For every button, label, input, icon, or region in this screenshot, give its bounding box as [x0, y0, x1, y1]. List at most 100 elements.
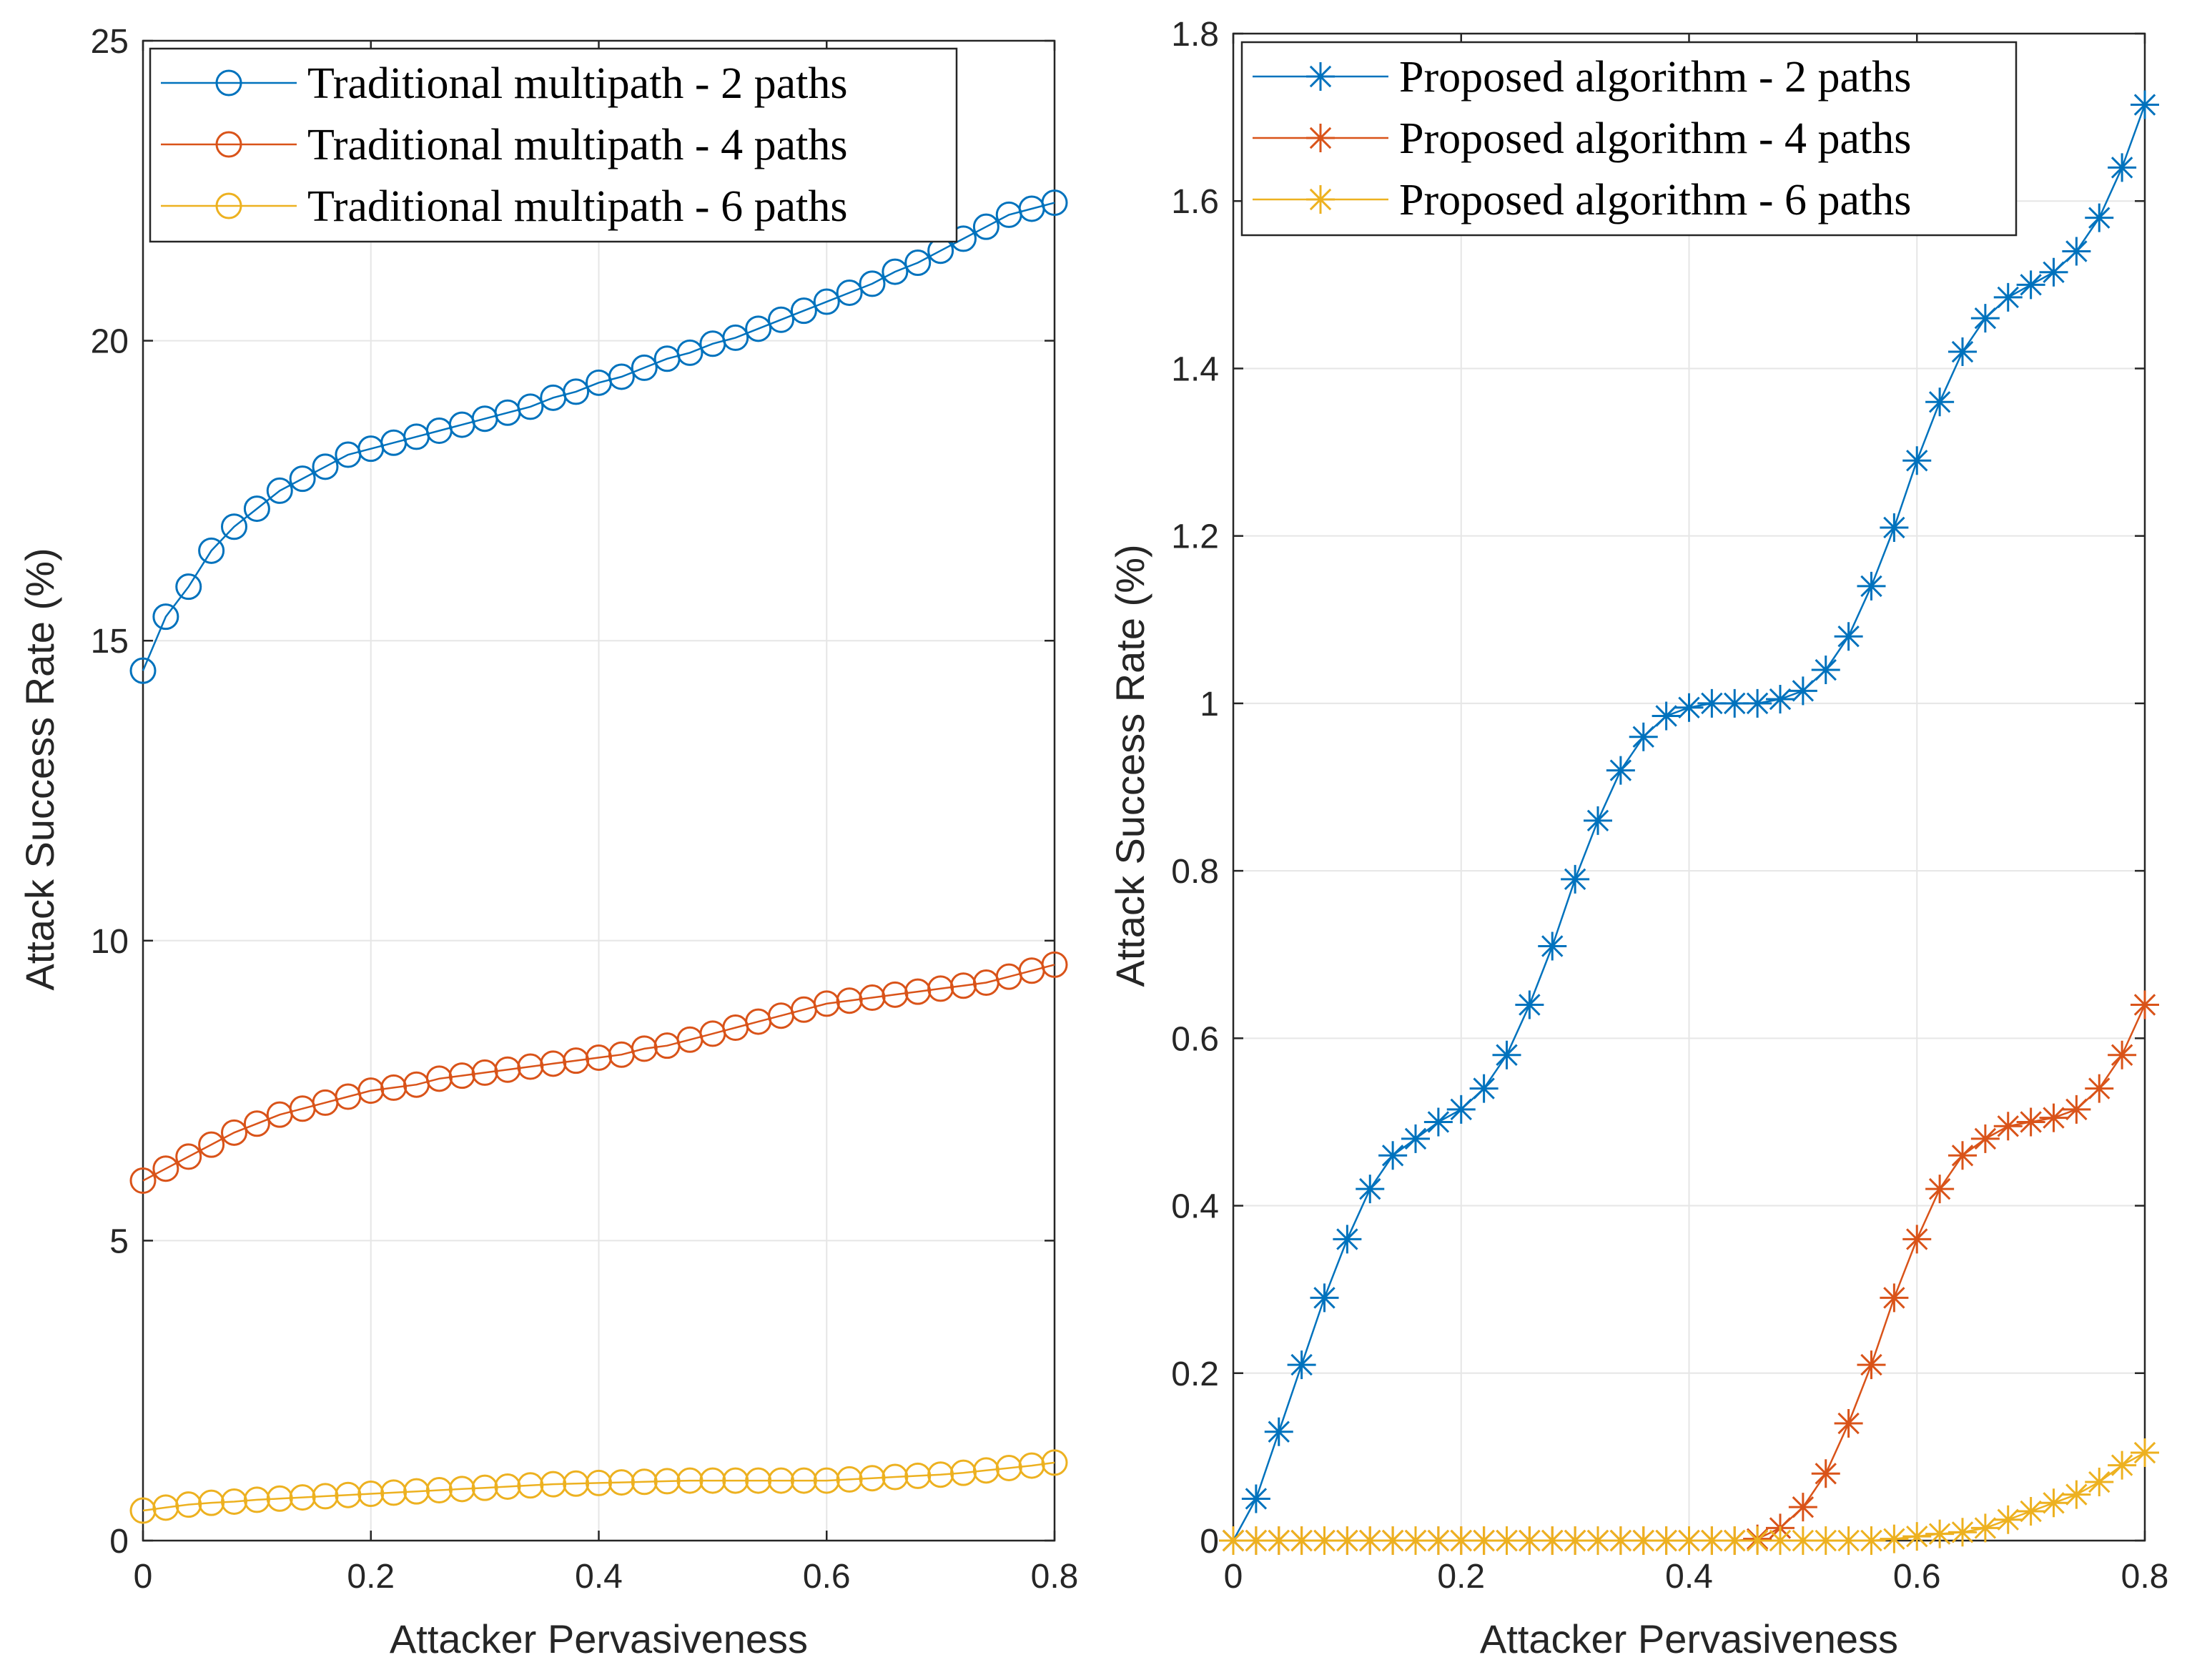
- data-point: [927, 1461, 954, 1488]
- x-tick-label: 0.4: [575, 1558, 623, 1596]
- data-point: [1902, 446, 1932, 475]
- data-point: [790, 297, 817, 325]
- data-point: [1041, 189, 1068, 217]
- data-point: [927, 975, 954, 1002]
- data-point: [1697, 1526, 1727, 1555]
- data-point: [1333, 1526, 1362, 1555]
- legend-entry: Proposed algorithm - 6 paths: [1399, 176, 1911, 224]
- data-point: [2016, 1107, 2045, 1137]
- series-1: [1219, 90, 2159, 1555]
- series-3: [1219, 1438, 2159, 1555]
- data-point: [859, 984, 886, 1012]
- data-point: [904, 978, 932, 1005]
- data-point: [289, 465, 316, 493]
- data-point: [745, 315, 772, 342]
- data-point: [1561, 1526, 1590, 1555]
- data-point: [198, 1489, 225, 1516]
- data-point: [129, 1497, 157, 1524]
- data-point: [1561, 864, 1590, 894]
- data-point: [1788, 676, 1817, 706]
- data-point: [266, 1485, 293, 1512]
- legend: Proposed algorithm - 2 paths Proposed alg…: [1240, 41, 2018, 237]
- data-point: [2039, 1103, 2068, 1132]
- data-point: [152, 603, 179, 631]
- data-point: [1788, 1493, 1817, 1522]
- data-point: [1333, 1225, 1362, 1254]
- data-point: [1264, 1417, 1293, 1446]
- data-point: [950, 972, 977, 999]
- data-point: [768, 1467, 794, 1494]
- data-point: [1970, 304, 2000, 333]
- right-chart-panel: 0 0.2 0.4 0.6 0.8 0 0.2 0.4 0.6 0.8 1 1.2 1.4 1.6 1.8 A…: [1107, 16, 2168, 1661]
- data-point: [1469, 1074, 1499, 1103]
- data-point: [175, 1143, 202, 1170]
- data-point: [1902, 1522, 1932, 1551]
- series-2: [129, 951, 1068, 1194]
- y-tick-label: 0.8: [1171, 853, 1219, 891]
- y-tick-label: 0: [1200, 1523, 1219, 1561]
- data-point: [1310, 1283, 1339, 1313]
- data-point: [1310, 1526, 1339, 1555]
- data-point: [1041, 951, 1068, 978]
- data-point: [836, 987, 863, 1014]
- data-point: [1766, 1526, 1794, 1555]
- data-point: [221, 1119, 247, 1146]
- data-point: [175, 1491, 202, 1518]
- data-point: [2016, 1497, 2045, 1526]
- data-point: [608, 363, 635, 390]
- data-point: [1584, 1526, 1612, 1555]
- data-point: [425, 1477, 453, 1504]
- data-point: [813, 1467, 840, 1494]
- data-point: [380, 1074, 408, 1101]
- data-point: [1902, 1225, 1932, 1254]
- data-point: [882, 1463, 909, 1491]
- data-point: [312, 1483, 339, 1510]
- data-point: [1880, 513, 1909, 542]
- x-tick-label: 0.2: [1437, 1558, 1485, 1596]
- data-point: [1674, 1526, 1704, 1555]
- data-point: [745, 1467, 772, 1494]
- data-point: [882, 981, 909, 1008]
- data-point: [768, 306, 794, 333]
- y-axis-label: Attack Success Rate (%): [1107, 544, 1152, 987]
- data-point: [2062, 1095, 2091, 1124]
- series-line: [142, 964, 1055, 1182]
- data-point: [586, 1469, 612, 1496]
- data-point: [1492, 1526, 1521, 1555]
- data-point: [586, 1044, 612, 1071]
- y-tick-label: 20: [91, 323, 129, 361]
- data-point: [1993, 1505, 2023, 1534]
- data-point: [448, 1062, 475, 1089]
- data-point: [1811, 1459, 1840, 1488]
- data-point: [1041, 1449, 1068, 1476]
- legend-marker: [215, 69, 242, 97]
- data-point: [357, 1481, 385, 1508]
- data-point: [1515, 1526, 1544, 1555]
- data-point: [243, 1486, 270, 1513]
- data-point: [2108, 1040, 2137, 1069]
- data-point: [563, 1470, 590, 1497]
- series-line: [142, 1461, 1055, 1512]
- data-point: [2131, 990, 2159, 1019]
- data-point: [1857, 1350, 1886, 1380]
- data-point: [540, 1471, 567, 1498]
- data-point: [1788, 1526, 1817, 1555]
- data-point: [1018, 1452, 1045, 1479]
- data-point: [471, 1474, 498, 1501]
- y-tick-label: 25: [91, 23, 129, 61]
- data-point: [882, 258, 909, 285]
- data-point: [2039, 1488, 2068, 1518]
- data-point: [152, 1494, 179, 1521]
- legend-marker: [215, 131, 242, 158]
- data-point: [494, 1056, 521, 1083]
- data-point: [1606, 756, 1635, 785]
- data-point: [494, 1473, 521, 1500]
- data-point: [1287, 1526, 1316, 1555]
- data-point: [175, 573, 202, 601]
- data-point: [1880, 1524, 1909, 1553]
- data-point: [221, 513, 247, 540]
- data-point: [631, 354, 658, 381]
- legend-marker: [215, 192, 242, 219]
- data-point: [1606, 1526, 1635, 1555]
- data-point: [563, 1047, 590, 1074]
